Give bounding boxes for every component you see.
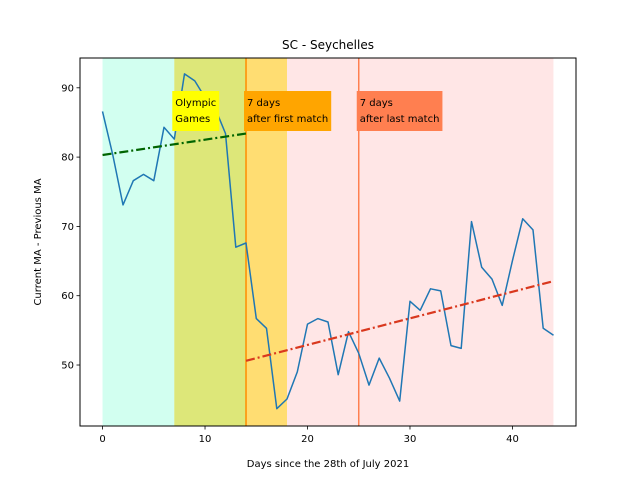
annotation-3-box bbox=[356, 91, 443, 131]
annotation-3-line-2: after last match bbox=[360, 114, 440, 125]
annotation-1: Olympic Games bbox=[172, 91, 220, 131]
annotation-2: 7 days after first match bbox=[244, 91, 332, 131]
y-tick-label: 70 bbox=[61, 222, 74, 233]
annotation-2-line-1: 7 days bbox=[247, 98, 280, 109]
x-tick-label: 30 bbox=[404, 434, 417, 445]
trend-line-2 bbox=[245, 280, 554, 362]
annotation-3: 7 days after last match bbox=[356, 91, 443, 131]
x-tick-label: 20 bbox=[301, 434, 314, 445]
annotation-1-box bbox=[172, 91, 220, 131]
x-tick-label: 10 bbox=[199, 434, 212, 445]
x-tick-label: 0 bbox=[99, 434, 105, 445]
annotation-1-line-2: Games bbox=[175, 114, 210, 125]
y-tick-label: 50 bbox=[61, 361, 74, 372]
y-axis-ticks: 50 60 70 80 90 bbox=[61, 83, 80, 372]
annotation-2-line-2: after first match bbox=[247, 114, 328, 125]
trend-lines bbox=[102, 132, 554, 362]
x-axis-ticks: 0 10 20 30 40 bbox=[99, 426, 519, 445]
shaded-region-1 bbox=[102, 58, 175, 426]
annotation-3-line-1: 7 days bbox=[360, 98, 393, 109]
trend-line-1 bbox=[102, 132, 247, 157]
x-tick-label: 40 bbox=[506, 434, 519, 445]
plot-frame bbox=[79, 57, 577, 427]
annotation-1-line-1: Olympic bbox=[175, 98, 216, 109]
x-axis-label: Days since the 28th of July 2021 bbox=[247, 459, 409, 470]
y-tick-label: 90 bbox=[61, 83, 74, 94]
y-tick-label: 80 bbox=[61, 153, 74, 164]
y-axis-label: Current MA - Previous MA bbox=[33, 178, 44, 305]
chart-title: SC - Seychelles bbox=[282, 38, 374, 52]
y-tick-label: 60 bbox=[61, 291, 74, 302]
annotation-2-box bbox=[244, 91, 332, 131]
